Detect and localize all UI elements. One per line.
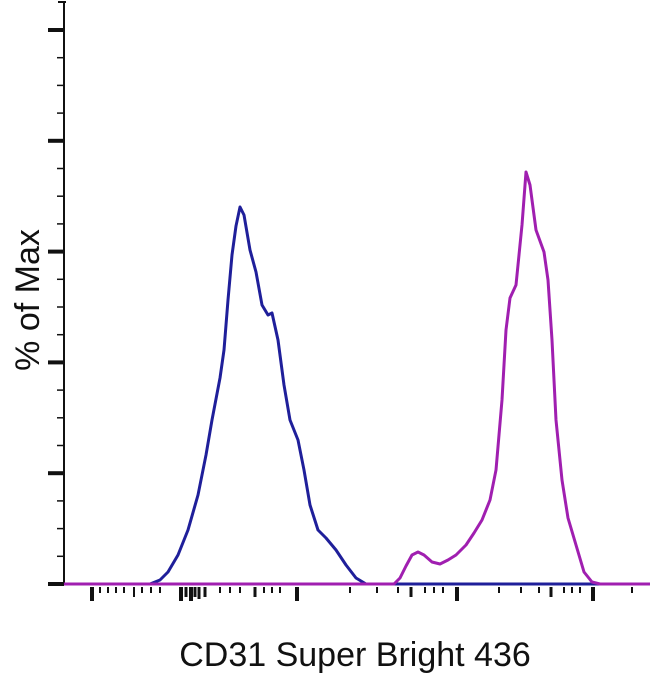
- x-axis-ticks: [90, 587, 633, 601]
- y-axis-label: % of Max: [9, 229, 47, 371]
- series-line-1: [64, 170, 650, 586]
- x-axis-label: CD31 Super Bright 436: [179, 636, 531, 674]
- y-axis-ticks: [48, 28, 64, 586]
- series-line-0: [64, 205, 650, 586]
- histogram-series: [64, 170, 650, 586]
